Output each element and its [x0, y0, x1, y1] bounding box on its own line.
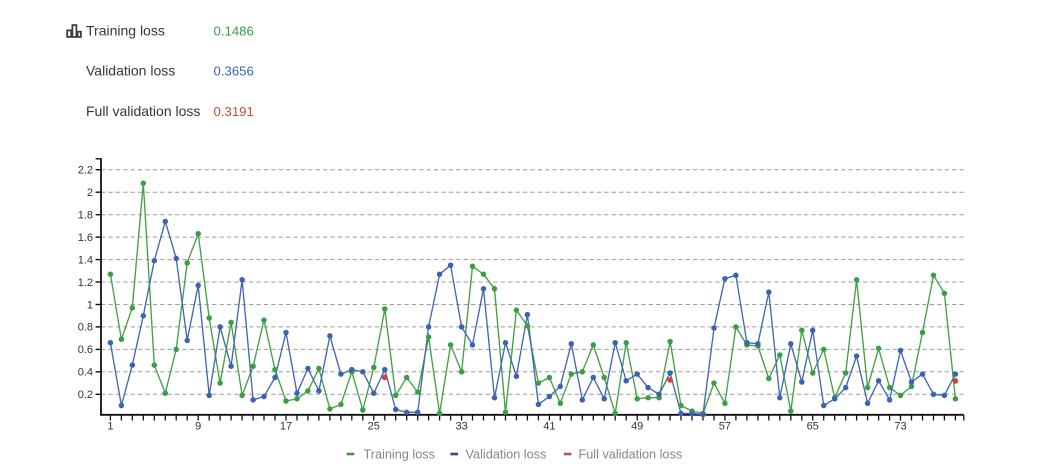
svg-text:57: 57	[719, 421, 731, 433]
svg-text:Full validation loss: Full validation loss	[579, 448, 683, 462]
svg-text:Training loss: Training loss	[86, 22, 165, 38]
svg-text:41: 41	[543, 421, 555, 433]
svg-text:Validation loss: Validation loss	[86, 63, 175, 79]
svg-text:1.2: 1.2	[78, 277, 93, 289]
svg-text:0.4: 0.4	[78, 367, 93, 379]
svg-text:2.2: 2.2	[78, 165, 93, 177]
svg-text:1.8: 1.8	[78, 210, 93, 222]
svg-text:1.6: 1.6	[78, 232, 93, 244]
svg-text:9: 9	[195, 421, 201, 433]
svg-text:Training loss: Training loss	[364, 448, 435, 462]
svg-text:0.1486: 0.1486	[214, 23, 254, 38]
svg-text:0.6: 0.6	[78, 344, 93, 356]
svg-text:0.3191: 0.3191	[214, 104, 254, 119]
svg-text:65: 65	[807, 421, 819, 433]
svg-text:0.8: 0.8	[78, 322, 93, 334]
svg-text:25: 25	[368, 421, 380, 433]
svg-text:1: 1	[87, 299, 93, 311]
svg-text:1: 1	[107, 421, 113, 433]
svg-text:2: 2	[87, 187, 93, 199]
svg-text:Full validation loss: Full validation loss	[86, 103, 200, 119]
svg-text:0.3656: 0.3656	[214, 64, 254, 79]
svg-text:49: 49	[631, 421, 643, 433]
svg-text:Validation loss: Validation loss	[466, 448, 547, 462]
svg-text:17: 17	[280, 421, 292, 433]
svg-text:73: 73	[894, 421, 906, 433]
svg-text:1.4: 1.4	[78, 254, 93, 266]
svg-text:0.2: 0.2	[78, 389, 93, 401]
svg-text:33: 33	[455, 421, 467, 433]
